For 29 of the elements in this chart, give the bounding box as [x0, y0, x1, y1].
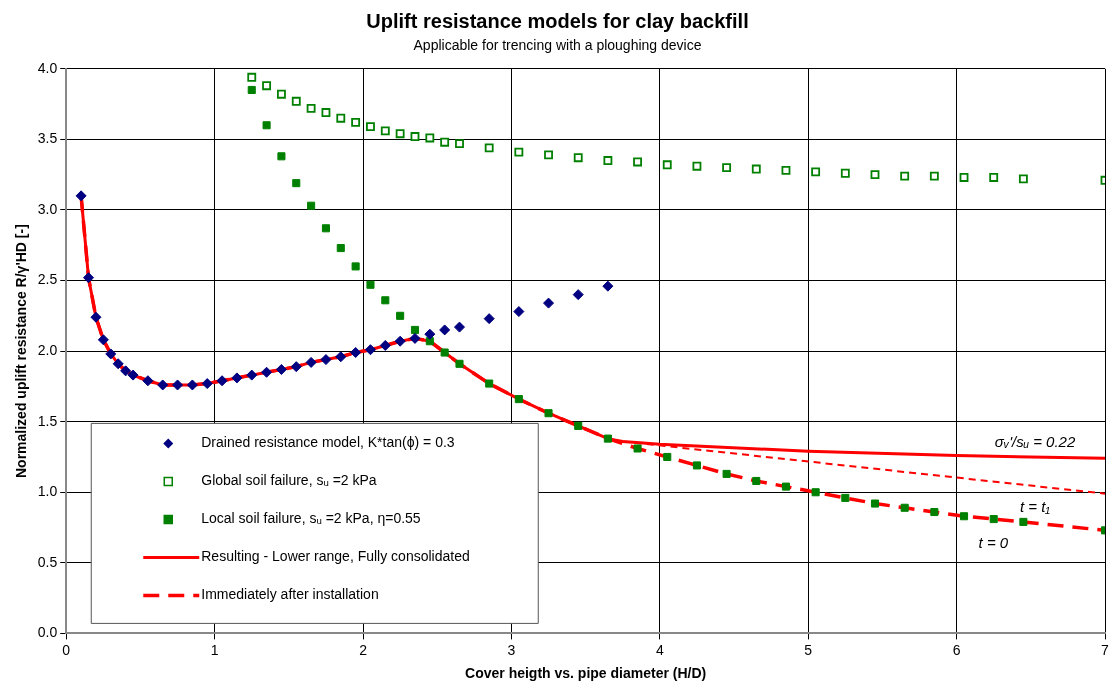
x-tick-label: 6	[952, 641, 961, 658]
chart-subtitle: Applicable for trencing with a ploughing device	[413, 37, 702, 54]
y-tick-label: 2.5	[37, 271, 58, 288]
x-tick-label: 5	[804, 641, 813, 658]
y-axis-title: Normalized uplift resistance R/γ'HD [-]	[13, 224, 30, 479]
y-tick-label: 0.5	[37, 553, 58, 570]
legend-label: Drained resistance model, K*tan(ϕ) = 0.3	[201, 434, 455, 451]
y-tick-label: 4.0	[37, 59, 58, 76]
y-tick-label: 3.5	[37, 130, 58, 147]
y-tick-label: 3.0	[37, 200, 58, 217]
x-axis-title: Cover heigth vs. pipe diameter (H/D)	[465, 665, 707, 682]
x-tick-label: 3	[507, 641, 516, 658]
x-tick-label: 1	[210, 641, 219, 658]
x-tick-label: 2	[359, 641, 368, 658]
legend-label: Local soil failure, sᵤ =2 kPa, η=0.55	[201, 510, 421, 527]
legend-label: Global soil failure, sᵤ =2 kPa	[201, 472, 377, 489]
legend-label: Resulting - Lower range, Fully consolidated	[201, 548, 470, 565]
annotation: t = 0	[978, 534, 1009, 552]
y-tick-label: 1.5	[37, 412, 58, 429]
x-tick-label: 4	[655, 641, 664, 658]
y-tick-label: 0.0	[37, 624, 58, 641]
chart-title: Uplift resistance models for clay backfill	[366, 9, 749, 32]
annotation: σᵥ'/sᵤ = 0.22	[994, 432, 1076, 450]
annotation: t = t₁	[1019, 497, 1051, 515]
y-tick-label: 1.0	[37, 483, 58, 500]
x-tick-label: 0	[62, 641, 71, 658]
legend-label: Immediately after installation	[201, 586, 379, 603]
y-tick-label: 2.0	[37, 341, 58, 358]
x-tick-label: 7	[1101, 641, 1110, 658]
